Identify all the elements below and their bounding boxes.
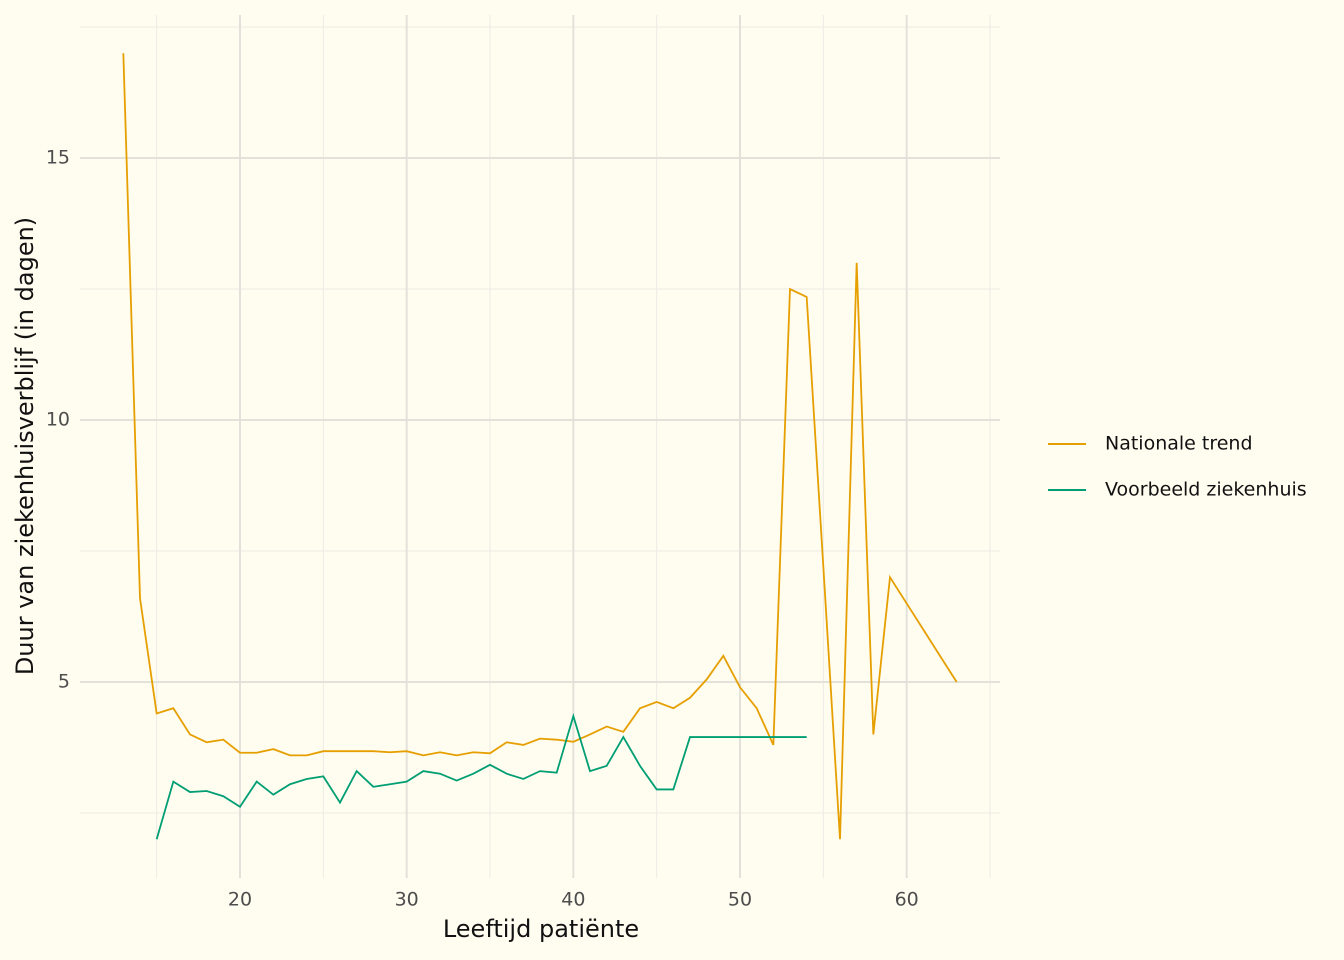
- x-tick-label: 40: [561, 889, 585, 911]
- data-line: [122, 53, 958, 840]
- y-tick-label: 15: [46, 147, 70, 169]
- y-axis-label: Duur van ziekenhuisverblijf (in dagen): [11, 217, 39, 675]
- y-tick-label: 5: [58, 671, 70, 693]
- legend-label: Voorbeeld ziekenhuis: [1105, 479, 1307, 501]
- y-tick-label: 10: [46, 409, 70, 431]
- x-tick-label: 20: [228, 889, 252, 911]
- x-tick-label: 60: [895, 889, 919, 911]
- legend-label: Nationale trend: [1105, 433, 1253, 455]
- x-tick-label: 50: [728, 889, 752, 911]
- data-line: [155, 712, 807, 840]
- x-tick-label: 30: [395, 889, 419, 911]
- x-axis-label: Leeftijd patiënte: [443, 915, 639, 943]
